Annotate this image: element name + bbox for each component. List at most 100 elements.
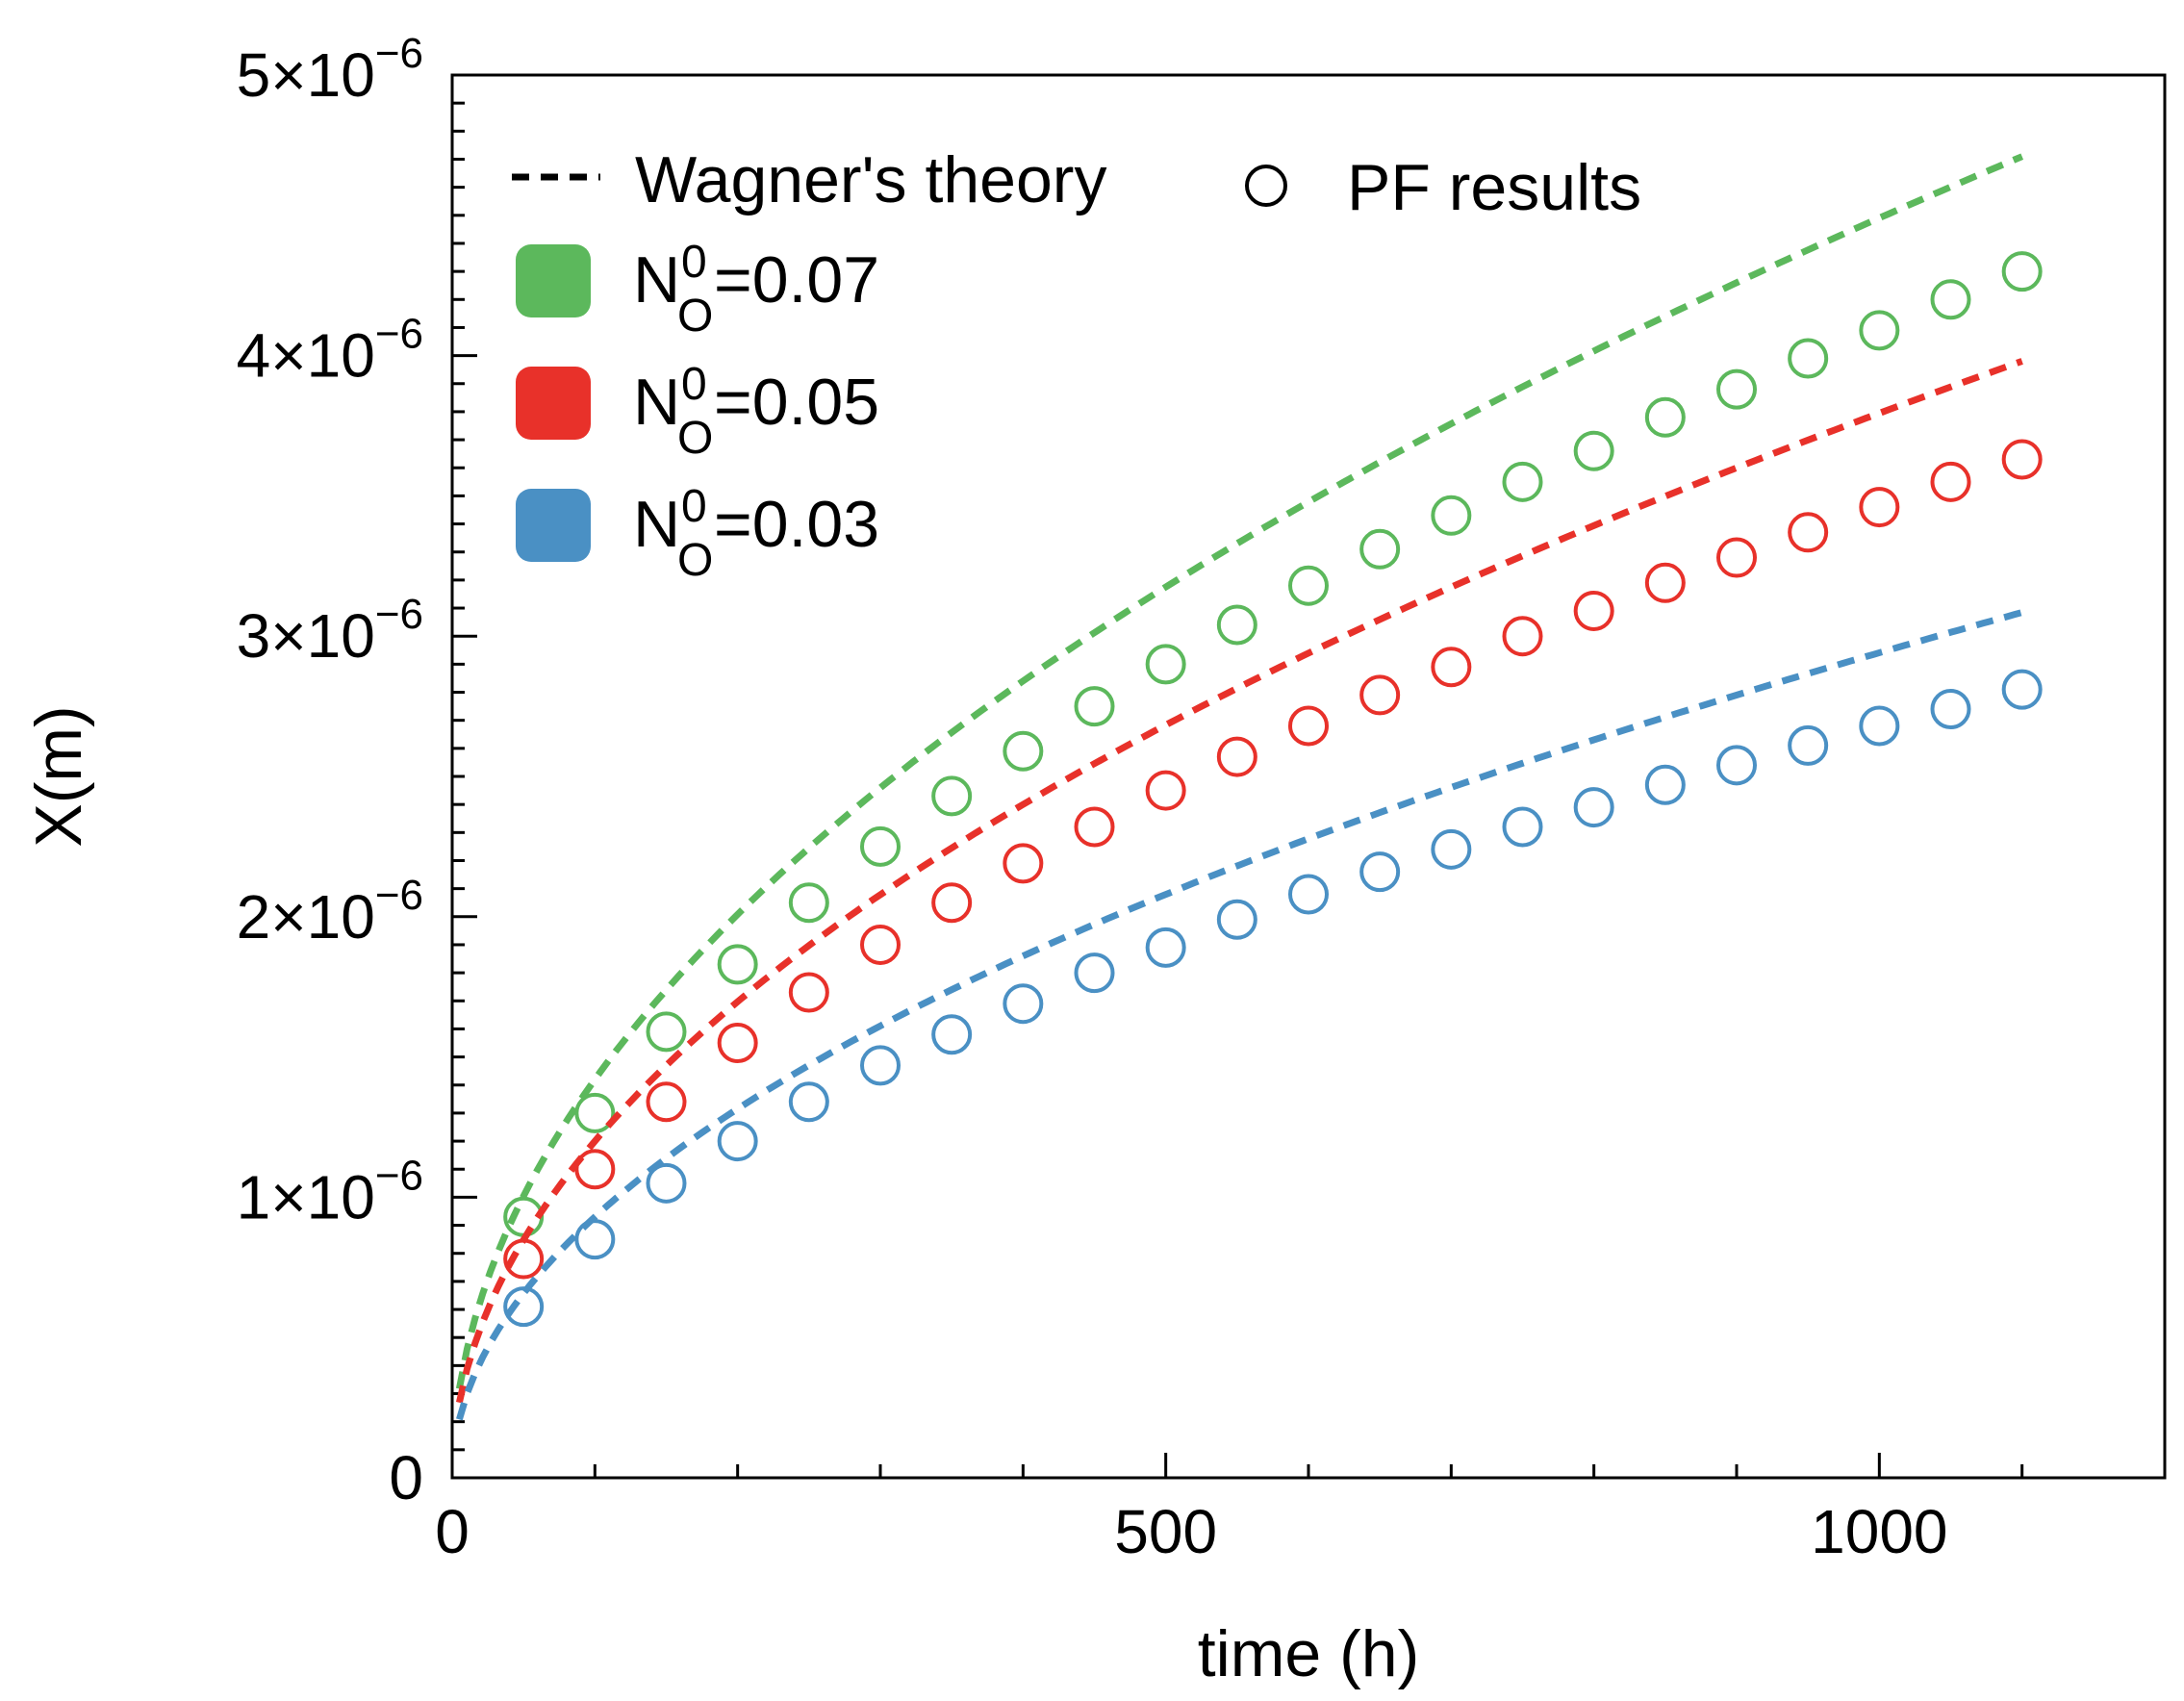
pf-point xyxy=(574,1219,616,1260)
pf-point xyxy=(1716,537,1757,578)
pf-point xyxy=(646,1011,687,1053)
y-tick-label: 4×10−6 xyxy=(237,311,423,391)
legend-swatch xyxy=(516,489,591,562)
legend-entry-label: N0 O=0.07 xyxy=(633,237,879,342)
y-tick-exponent: −6 xyxy=(375,872,423,919)
pf-point xyxy=(1074,806,1115,848)
legend-value: =0.03 xyxy=(714,488,879,561)
pf-point xyxy=(860,924,901,965)
y-tick-base: 0 xyxy=(389,1443,423,1512)
pf-point xyxy=(931,882,973,924)
pf-point xyxy=(788,972,829,1013)
y-tick-base: 5×10 xyxy=(237,40,375,110)
legend-swatch xyxy=(516,244,591,317)
pf-point xyxy=(1288,565,1329,606)
y-tick-exponent: −6 xyxy=(375,1152,423,1199)
pf-point xyxy=(1216,899,1257,940)
pf-point xyxy=(1644,764,1686,805)
legend-superscript: 0 xyxy=(681,237,707,288)
legend-swatch xyxy=(516,367,591,440)
legend-value: =0.05 xyxy=(714,366,879,439)
pf-point xyxy=(1644,396,1686,438)
pf-point xyxy=(1788,724,1829,766)
pf-point xyxy=(1859,310,1900,351)
x-tick-label: 500 xyxy=(1114,1497,1217,1566)
pf-point xyxy=(788,1081,829,1123)
pf-point xyxy=(860,825,901,867)
pf-point xyxy=(717,1121,758,1162)
pf-point xyxy=(788,882,829,924)
y-axis-title: X(m) xyxy=(22,705,95,847)
pf-point xyxy=(717,944,758,985)
y-tick-label: 2×10−6 xyxy=(237,872,423,952)
y-tick-base: 3×10 xyxy=(237,601,375,671)
pf-point xyxy=(503,1238,545,1280)
pf-point xyxy=(1288,705,1329,747)
pf-point xyxy=(1930,461,1971,502)
pf-point xyxy=(931,775,973,817)
pf-point xyxy=(2001,439,2043,480)
x-axis-title: time (h) xyxy=(1198,1617,1419,1690)
legend-superscript: 0 xyxy=(681,359,707,410)
pf-point xyxy=(1502,461,1543,502)
y-tick-exponent: −6 xyxy=(375,30,423,77)
y-tick-label: 0 xyxy=(389,1443,423,1512)
pf-point xyxy=(860,1045,901,1086)
y-tick-base: 1×10 xyxy=(237,1162,375,1231)
legend-pf-marker xyxy=(1245,165,1287,207)
pf-point xyxy=(1359,851,1401,893)
pf-point xyxy=(1859,487,1900,528)
x-tick-label: 1000 xyxy=(1811,1497,1947,1566)
pf-point xyxy=(1216,736,1257,777)
pf-point xyxy=(1074,686,1115,727)
pf-point xyxy=(1788,338,1829,379)
pf-point xyxy=(1145,644,1186,685)
series-group xyxy=(455,358,2043,1404)
pf-point xyxy=(1716,745,1757,786)
pf-point xyxy=(1431,647,1472,688)
pf-point xyxy=(646,1162,687,1204)
pf-point xyxy=(1859,705,1900,747)
theory-curve xyxy=(455,358,2023,1404)
theory-curve xyxy=(456,609,2023,1421)
pf-point xyxy=(1003,983,1044,1025)
pf-point xyxy=(1502,806,1543,848)
legend-symbol: N xyxy=(633,366,680,439)
legend-pf-label: PF results xyxy=(1347,151,1641,224)
pf-point xyxy=(2001,251,2043,292)
pf-point xyxy=(646,1081,687,1123)
pf-point xyxy=(1431,495,1472,536)
pf-point xyxy=(1573,787,1614,828)
legend-entry-label: N0 O=0.03 xyxy=(633,481,879,586)
legend-entry-label: N0 O=0.05 xyxy=(633,359,879,464)
pf-point xyxy=(1573,430,1614,471)
theory-curve xyxy=(455,153,2024,1390)
pf-point xyxy=(1788,512,1829,553)
pf-point xyxy=(717,1023,758,1064)
legend-value: =0.07 xyxy=(714,243,879,317)
series-group xyxy=(455,153,2043,1390)
plot-frame xyxy=(450,73,2167,1480)
x-tick-label: 0 xyxy=(435,1497,470,1566)
pf-point xyxy=(1003,730,1044,772)
legend-subscript: O xyxy=(677,535,713,586)
legend-symbol: N xyxy=(633,488,680,561)
pf-point xyxy=(1145,770,1186,811)
legend-subscript: O xyxy=(677,291,713,342)
pf-point xyxy=(1359,528,1401,570)
legend-superscript: 0 xyxy=(681,481,707,532)
pf-point xyxy=(1502,616,1543,657)
pf-point xyxy=(1216,604,1257,646)
y-tick-base: 2×10 xyxy=(237,882,375,952)
y-tick-exponent: −6 xyxy=(375,311,423,358)
pf-point xyxy=(1288,874,1329,915)
y-tick-base: 4×10 xyxy=(237,321,375,391)
legend-theory-label: Wagner's theory xyxy=(635,143,1106,216)
legend-symbol: N xyxy=(633,243,680,317)
series-group xyxy=(456,609,2043,1421)
pf-point xyxy=(1644,562,1686,603)
pf-point xyxy=(1573,590,1614,631)
pf-point xyxy=(931,1014,973,1055)
pf-point xyxy=(1145,927,1186,968)
